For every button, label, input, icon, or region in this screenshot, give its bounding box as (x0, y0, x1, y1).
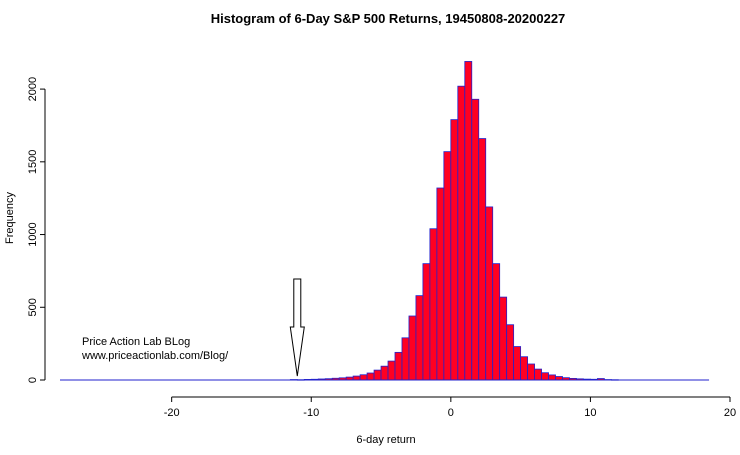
histogram-bar (394, 351, 403, 381)
down-arrow-marker (289, 278, 305, 377)
chart-title: Histogram of 6-Day S&P 500 Returns, 1945… (211, 11, 566, 26)
histogram-bar (478, 138, 487, 381)
x-axis: -20 -10 0 10 20 (164, 396, 736, 419)
histogram-bar (492, 263, 501, 381)
y-tick-label: 2000 (27, 77, 39, 101)
histogram-bar (541, 372, 549, 381)
y-axis: 0 500 1000 1500 2000 (27, 77, 46, 383)
histogram-bar (408, 315, 417, 381)
histogram-bar (485, 206, 494, 381)
annotation-blog-url: www.priceactionlab.com/Blog/ (81, 350, 229, 362)
histogram-bar (366, 372, 375, 381)
histogram-bar (443, 151, 452, 381)
histogram-bar (387, 360, 396, 381)
histogram-bar (373, 369, 382, 381)
histogram-bar (352, 375, 361, 381)
y-tick-label: 1000 (27, 222, 39, 246)
histogram-bar (422, 263, 431, 381)
x-tick-label: 0 (448, 407, 454, 419)
x-tick-label: -20 (164, 407, 180, 419)
histogram-bar (527, 363, 535, 381)
histogram-bar (359, 374, 368, 381)
histogram-bar (499, 296, 508, 381)
histogram-bar (506, 324, 515, 381)
histogram-bar (548, 374, 556, 381)
y-tick-label: 1500 (27, 150, 39, 174)
y-tick-label: 0 (27, 377, 39, 383)
y-tick-label: 500 (27, 298, 39, 316)
histogram-bars (289, 61, 619, 381)
annotation-blog-name: Price Action Lab BLog (82, 336, 190, 348)
histogram-bar (555, 376, 563, 381)
histogram-bar (457, 85, 466, 381)
histogram-bar (513, 346, 522, 381)
histogram-bar (380, 365, 389, 381)
histogram-bar (415, 295, 424, 381)
histogram-bar (520, 356, 529, 381)
histogram-bar (436, 187, 445, 381)
histogram-bar (471, 98, 480, 381)
y-axis-label: Frequency (4, 192, 16, 244)
x-tick-label: -10 (303, 407, 319, 419)
x-tick-label: 20 (724, 407, 736, 419)
histogram-bar (534, 368, 542, 381)
histogram-bar (401, 337, 410, 381)
x-tick-label: 10 (584, 407, 596, 419)
histogram-bar (464, 61, 473, 381)
histogram-bar (450, 119, 459, 381)
x-axis-label: 6-day return (356, 434, 415, 446)
histogram-bar (429, 228, 438, 381)
